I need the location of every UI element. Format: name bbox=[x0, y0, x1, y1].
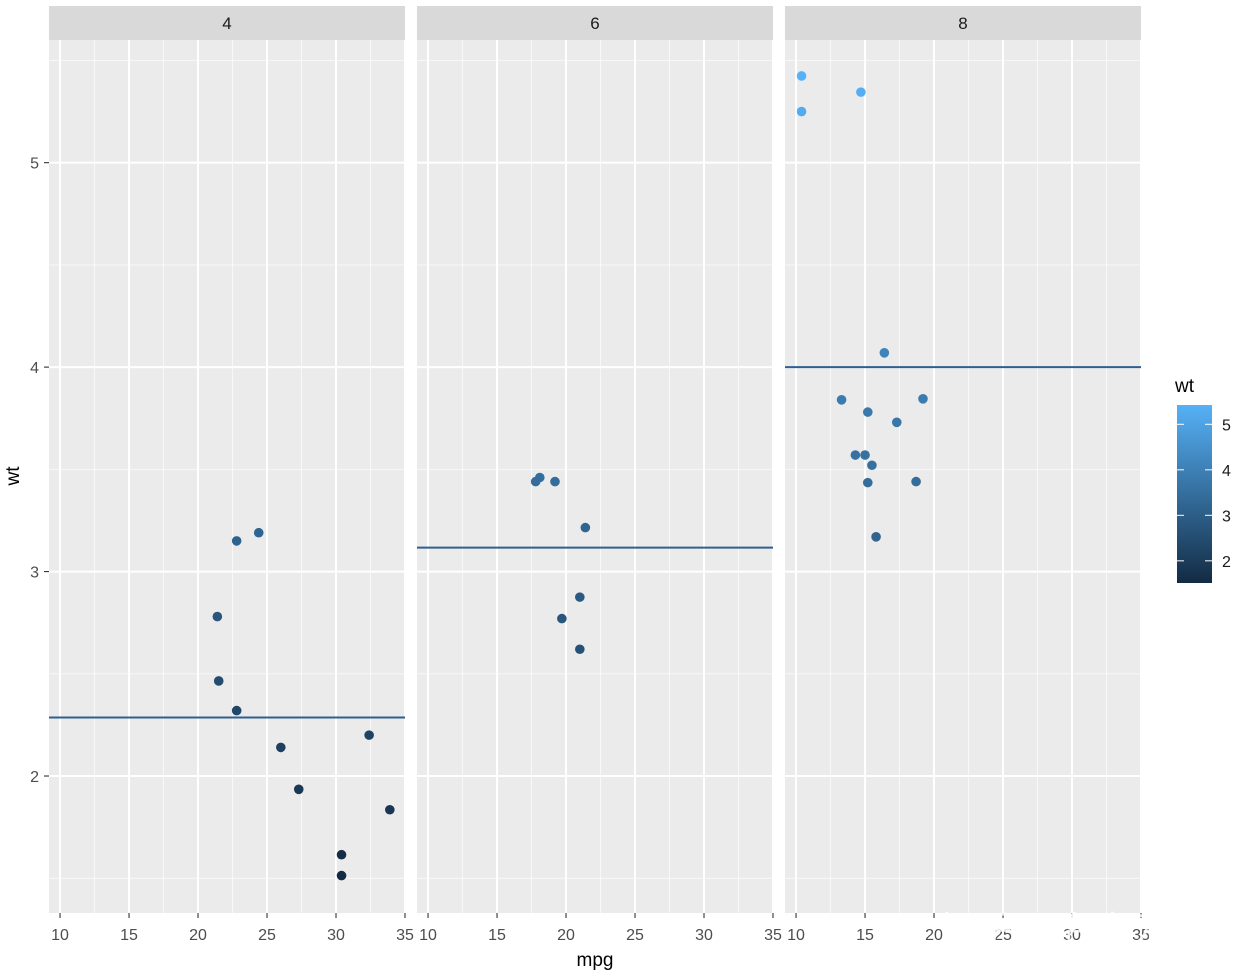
legend-tick-label: 2 bbox=[1222, 554, 1231, 571]
x-tick-label: 35 bbox=[396, 927, 414, 944]
data-point bbox=[580, 522, 591, 533]
facet-strip-label: 4 bbox=[222, 14, 231, 33]
data-point bbox=[796, 106, 807, 117]
data-point bbox=[336, 870, 347, 881]
data-point bbox=[796, 71, 807, 81]
legend-ticks: 2 3 4 5 bbox=[1177, 417, 1231, 571]
facet-strip bbox=[785, 6, 1141, 40]
data-point bbox=[530, 476, 541, 487]
data-point bbox=[336, 849, 347, 860]
data-point bbox=[871, 532, 881, 542]
x-tick-label: 30 bbox=[327, 927, 345, 944]
data-point bbox=[213, 676, 224, 686]
facet-panel-8: 8 10 15 20 25 30 35 bbox=[785, 6, 1150, 944]
legend-title: wt bbox=[1174, 376, 1195, 397]
y-tick-label: 2 bbox=[30, 769, 39, 786]
y-axis: 2 3 4 5 bbox=[30, 156, 49, 786]
y-tick-label: 5 bbox=[30, 156, 39, 173]
data-point bbox=[276, 742, 286, 753]
data-point bbox=[293, 784, 304, 795]
x-tick-label: 15 bbox=[120, 927, 138, 944]
facet-panels: 4 10 15 20 25 30 35 6 10 15 20 25 30 35 8 10 15 20 25 30 35 bbox=[49, 6, 1150, 944]
x-tick-label: 25 bbox=[994, 927, 1012, 944]
data-point bbox=[253, 527, 264, 538]
panel-background bbox=[785, 40, 1141, 913]
y-tick-label: 4 bbox=[30, 360, 39, 377]
data-point bbox=[862, 407, 873, 417]
facet-panel-4: 4 10 15 20 25 30 35 bbox=[49, 6, 414, 944]
x-tick-label: 25 bbox=[258, 927, 276, 944]
legend-tick-label: 4 bbox=[1222, 463, 1231, 480]
data-point bbox=[862, 477, 873, 488]
watermark-text: 知乎 @名本无名 bbox=[940, 909, 1203, 950]
data-point bbox=[575, 644, 585, 655]
x-tick-label: 35 bbox=[1132, 927, 1150, 944]
data-point bbox=[879, 348, 890, 358]
facet-strip-label: 6 bbox=[590, 14, 599, 33]
x-tick-label: 20 bbox=[557, 927, 575, 944]
data-point bbox=[867, 460, 877, 471]
x-axis-title: mpg bbox=[577, 950, 614, 971]
facet-strip-label: 8 bbox=[958, 14, 967, 33]
data-point bbox=[231, 705, 242, 716]
data-point bbox=[911, 476, 921, 487]
panel-background bbox=[417, 40, 773, 913]
data-point bbox=[918, 394, 928, 404]
x-tick-label: 20 bbox=[189, 927, 207, 944]
panel-background bbox=[49, 40, 405, 913]
y-axis-title: wt bbox=[3, 466, 24, 487]
x-tick-label: 35 bbox=[764, 927, 782, 944]
data-point bbox=[860, 450, 870, 460]
data-point bbox=[575, 592, 585, 602]
x-tick-label: 20 bbox=[925, 927, 943, 944]
data-point bbox=[550, 476, 560, 487]
color-legend: wt 2 3 4 5 bbox=[1174, 376, 1231, 583]
x-tick-label: 15 bbox=[488, 927, 506, 944]
data-point bbox=[891, 417, 902, 428]
data-point bbox=[364, 730, 374, 740]
data-point bbox=[856, 87, 866, 97]
data-point bbox=[836, 395, 847, 405]
legend-tick-label: 5 bbox=[1222, 417, 1231, 434]
x-tick-label: 25 bbox=[626, 927, 644, 944]
data-point bbox=[231, 536, 242, 546]
x-tick-label: 10 bbox=[787, 927, 805, 944]
legend-tick-label: 3 bbox=[1222, 508, 1231, 525]
data-point bbox=[212, 611, 223, 622]
x-tick-label: 10 bbox=[419, 927, 437, 944]
facet-strip bbox=[49, 6, 405, 40]
data-point bbox=[385, 804, 395, 815]
x-tick-label: 10 bbox=[51, 927, 69, 944]
facet-strip bbox=[417, 6, 773, 40]
x-tick-label: 15 bbox=[856, 927, 874, 944]
data-point bbox=[850, 450, 861, 460]
data-point bbox=[557, 613, 567, 624]
x-tick-label: 30 bbox=[1063, 927, 1081, 944]
facet-panel-6: 6 10 15 20 25 30 35 bbox=[417, 6, 782, 944]
x-tick-label: 30 bbox=[695, 927, 713, 944]
legend-colorbar bbox=[1177, 405, 1212, 583]
y-tick-label: 3 bbox=[30, 565, 39, 582]
